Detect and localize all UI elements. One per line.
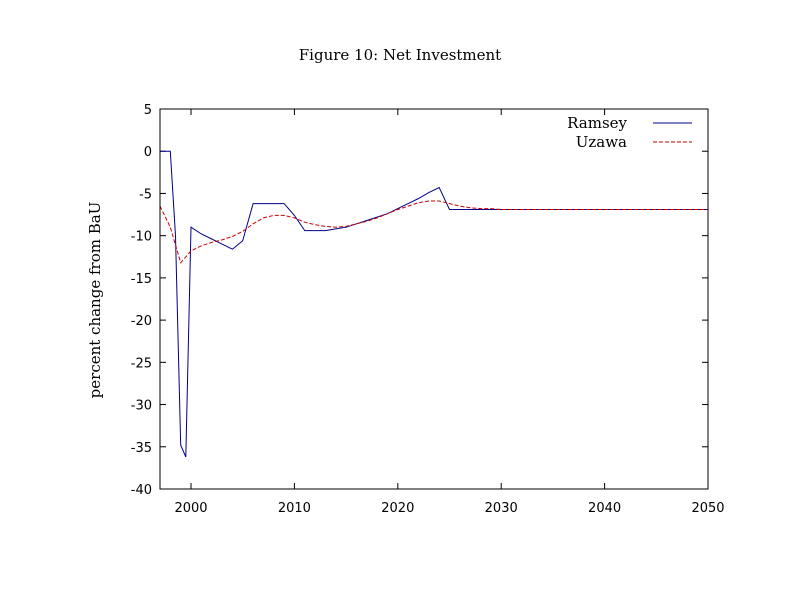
legend-label-uzawa: Uzawa [576,133,627,151]
y-tick-label: 5 [144,103,152,118]
axis-ticks: 5 0 -5 -10 -15 -20 -25 -30 -35 -40 2000 2010 2020 203… [131,103,725,516]
y-tick-label: -20 [131,314,152,329]
legend-label-ramsey: Ramsey [567,114,627,132]
series-line-ramsey [160,150,708,458]
x-tick-label: 2030 [485,501,518,516]
y-tick-label: -40 [131,483,152,498]
y-tick-label: 0 [144,145,152,160]
y-tick-label: -5 [139,187,152,202]
plot-frame [159,108,709,490]
series-lines [159,150,708,458]
x-tick-label: 2000 [174,501,207,516]
x-tick-label: 2020 [381,501,414,516]
y-tick-label: -10 [131,230,152,245]
x-tick-label: 2040 [588,501,621,516]
chart-title: Figure 10: Net Investment [299,46,501,64]
y-tick-label: -35 [131,441,152,456]
y-tick-label: -15 [131,272,152,287]
x-tick-label: 2050 [691,501,724,516]
y-axis-label: percent change from BaU [86,202,104,399]
x-tick-label: 2010 [278,501,311,516]
series-line-uzawa [159,200,708,264]
y-tick-label: -30 [131,399,152,414]
y-tick-label: -25 [131,356,152,371]
